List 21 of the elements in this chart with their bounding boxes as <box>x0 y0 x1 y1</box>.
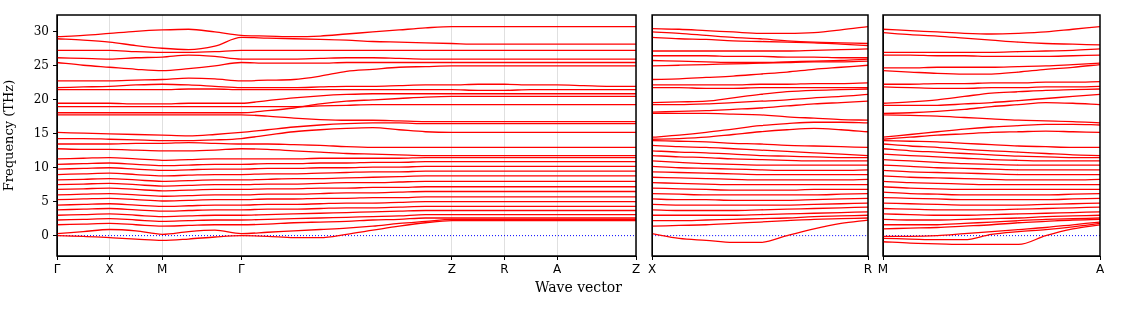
x-tick-label: Z <box>447 262 456 277</box>
y-tick-label: 5 <box>41 193 49 208</box>
y-tick-label: 10 <box>33 159 49 174</box>
x-tick-label: Γ <box>237 262 245 277</box>
y-tick-label: 25 <box>33 58 49 73</box>
x-tick-label: M <box>877 262 889 277</box>
x-tick-label: A <box>1095 262 1105 277</box>
y-tick-label: 15 <box>33 125 49 140</box>
x-tick-label: A <box>552 262 562 277</box>
x-tick-label: X <box>105 262 114 277</box>
x-axis-title: Wave vector <box>534 279 623 295</box>
y-tick-label: 30 <box>33 24 49 39</box>
y-axis-title: Frequency (THz) <box>1 79 17 192</box>
x-tick-label: R <box>500 262 509 277</box>
y-tick-label: 20 <box>33 91 49 106</box>
x-tick-label: X <box>647 262 657 277</box>
x-tick-label: R <box>863 262 873 277</box>
y-tick-label: 0 <box>41 227 49 242</box>
x-tick-label: Γ <box>53 262 61 277</box>
x-tick-label: M <box>157 262 168 277</box>
x-tick-label: Z <box>631 262 641 277</box>
